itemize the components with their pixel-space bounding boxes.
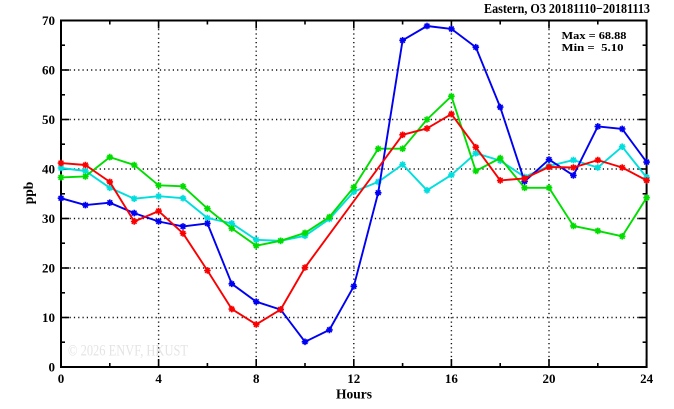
- svg-text:Max = 68.88: Max = 68.88: [562, 31, 627, 42]
- svg-text:© 2026 ENVF, HKUST: © 2026 ENVF, HKUST: [68, 343, 188, 360]
- svg-text:4: 4: [155, 371, 162, 386]
- svg-text:10: 10: [42, 310, 55, 325]
- svg-text:ppb: ppb: [21, 182, 36, 205]
- svg-text:12: 12: [347, 371, 360, 386]
- svg-text:20: 20: [42, 261, 55, 276]
- svg-text:Min = 5.10: Min = 5.10: [562, 43, 624, 54]
- svg-text:Eastern, O3 20181110−20181113: Eastern, O3 20181110−20181113: [484, 2, 650, 17]
- svg-text:8: 8: [253, 371, 260, 386]
- svg-text:24: 24: [640, 371, 654, 386]
- svg-text:16: 16: [445, 371, 459, 386]
- svg-text:0: 0: [49, 360, 56, 375]
- svg-text:Hours: Hours: [336, 386, 372, 401]
- svg-text:60: 60: [42, 63, 55, 78]
- svg-text:20: 20: [543, 371, 556, 386]
- svg-text:30: 30: [42, 211, 55, 226]
- svg-text:40: 40: [42, 162, 55, 177]
- svg-text:70: 70: [42, 13, 55, 28]
- svg-text:0: 0: [58, 371, 65, 386]
- svg-text:50: 50: [42, 112, 55, 127]
